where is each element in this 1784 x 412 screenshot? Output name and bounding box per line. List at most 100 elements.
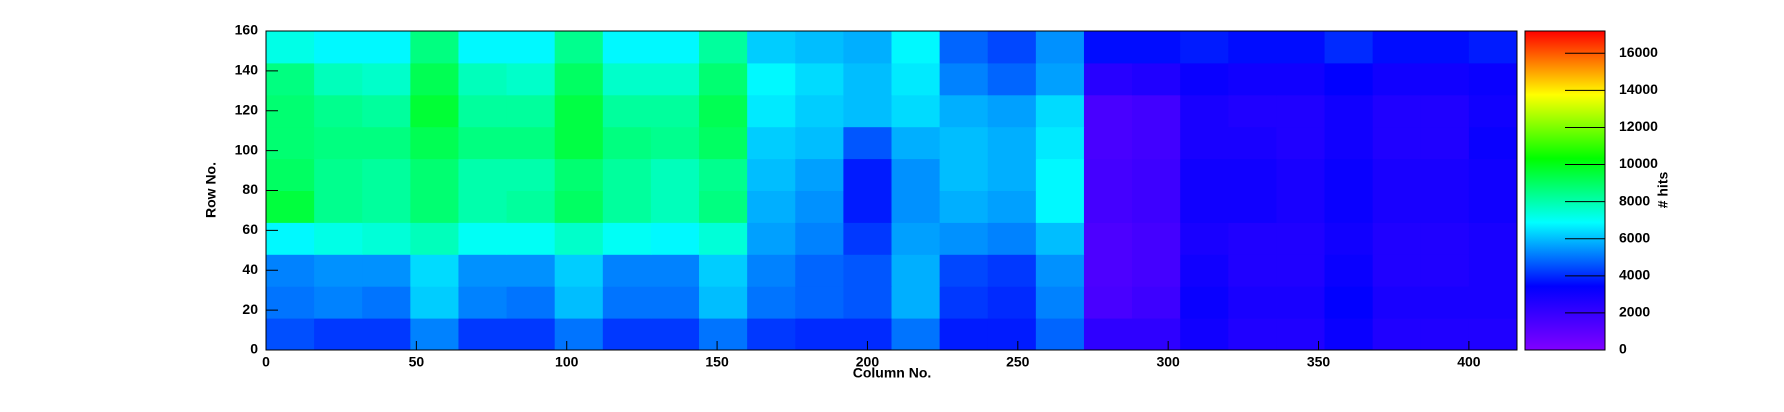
heatmap-cell: [1420, 31, 1470, 64]
heatmap-cell: [1083, 62, 1133, 96]
heatmap-cell: [1228, 126, 1277, 160]
heatmap-cell: [362, 62, 411, 96]
heatmap-cell: [1324, 158, 1374, 191]
heatmap-cell: [699, 126, 748, 160]
heatmap-cell: [1468, 254, 1518, 287]
heatmap-cell: [1468, 190, 1518, 223]
heatmap-cell: [650, 62, 700, 96]
heatmap-cells: [266, 31, 1518, 351]
heatmap-cell: [1228, 94, 1277, 128]
heatmap-cell: [506, 31, 556, 64]
heatmap-cell: [939, 286, 989, 319]
heatmap-cell: [314, 62, 363, 96]
y-tick-label: 40: [242, 261, 258, 277]
heatmap-cell: [1132, 126, 1181, 160]
heatmap-cell: [1276, 126, 1326, 160]
heatmap-cell: [699, 222, 748, 255]
heatmap-cell: [1372, 222, 1422, 255]
heatmap-cell: [554, 190, 604, 223]
heatmap-cell: [1324, 126, 1374, 160]
heatmap-cell: [1324, 31, 1374, 64]
colorbar: [1524, 30, 1606, 351]
heatmap-cell: [747, 254, 796, 287]
heatmap-cell: [554, 254, 604, 287]
heatmap-cell: [747, 318, 796, 351]
heatmap-cell: [314, 318, 363, 351]
heatmap-cell: [1228, 190, 1277, 223]
y-tick-label: 160: [235, 22, 259, 38]
heatmap-cell: [1420, 286, 1470, 319]
heatmap-cell: [1035, 126, 1085, 160]
x-tick-label: 250: [1006, 354, 1030, 370]
heatmap-cell: [314, 94, 363, 128]
colorbar-tick-label: 0: [1619, 341, 1627, 357]
heatmap-cell: [1228, 62, 1277, 96]
heatmap-cell: [939, 318, 989, 351]
heatmap-cell: [458, 62, 508, 96]
heatmap-cell: [314, 286, 363, 319]
heatmap-cell: [1468, 318, 1518, 351]
heatmap-cell: [843, 94, 892, 128]
colorbar-tick-label: 16000: [1619, 44, 1658, 60]
heatmap-cell: [795, 190, 844, 223]
heatmap-cell: [987, 126, 1037, 160]
heatmap-cell: [1276, 94, 1326, 128]
heatmap-cell: [843, 190, 892, 223]
heatmap-cell: [410, 31, 459, 64]
heatmap-cell: [795, 158, 844, 191]
heatmap-cell: [1372, 94, 1422, 128]
heatmap-cell: [1083, 190, 1133, 223]
y-tick-label: 60: [242, 221, 258, 237]
heatmap-cell: [939, 94, 989, 128]
heatmap-cell: [410, 286, 459, 319]
heatmap-cell: [1468, 94, 1518, 128]
heatmap-cell: [987, 222, 1037, 255]
y-tick-label: 100: [235, 141, 259, 157]
heatmap-cell: [795, 62, 844, 96]
heatmap-cell: [1324, 286, 1374, 319]
heatmap-cell: [554, 318, 604, 351]
heatmap-cell: [1228, 222, 1277, 255]
heatmap-cell: [699, 318, 748, 351]
heatmap-cell: [1276, 31, 1326, 64]
heatmap-cell: [891, 94, 941, 128]
x-tick-label: 50: [409, 354, 425, 370]
heatmap-cell: [939, 158, 989, 191]
heatmap-cell: [266, 126, 315, 160]
heatmap-cell: [458, 94, 508, 128]
heatmap-cell: [891, 126, 941, 160]
heatmap-cell: [554, 158, 604, 191]
y-tick-label: 80: [242, 181, 258, 197]
heatmap-cell: [410, 222, 459, 255]
heatmap-cell: [266, 62, 315, 96]
heatmap-cell: [699, 158, 748, 191]
heatmap-cell: [506, 190, 556, 223]
heatmap-cell: [1180, 94, 1229, 128]
heatmap-cell: [506, 286, 556, 319]
heatmap-cell: [1228, 254, 1277, 287]
heatmap-cell: [602, 31, 652, 64]
heatmap-cell: [699, 62, 748, 96]
heatmap-cell: [987, 62, 1037, 96]
heatmap-cell: [1276, 286, 1326, 319]
heatmap-cell: [362, 31, 411, 64]
heatmap-cell: [1468, 62, 1518, 96]
heatmap-cell: [362, 158, 411, 191]
heatmap-cell: [506, 254, 556, 287]
heatmap-cell: [314, 222, 363, 255]
heatmap-cell: [506, 222, 556, 255]
heatmap-cell: [1324, 62, 1374, 96]
heatmap-cell: [939, 62, 989, 96]
heatmap-cell: [602, 62, 652, 96]
heatmap-cell: [1372, 158, 1422, 191]
colorbar-tick-label: 12000: [1619, 118, 1658, 134]
heatmap-cell: [891, 31, 941, 64]
heatmap-cell: [1035, 254, 1085, 287]
heatmap-cell: [939, 222, 989, 255]
heatmap-cell: [266, 31, 315, 64]
heatmap-cell: [843, 62, 892, 96]
heatmap-cell: [1132, 318, 1181, 351]
heatmap-cell: [1083, 222, 1133, 255]
x-tick-label: 350: [1307, 354, 1331, 370]
heatmap-cell: [891, 254, 941, 287]
